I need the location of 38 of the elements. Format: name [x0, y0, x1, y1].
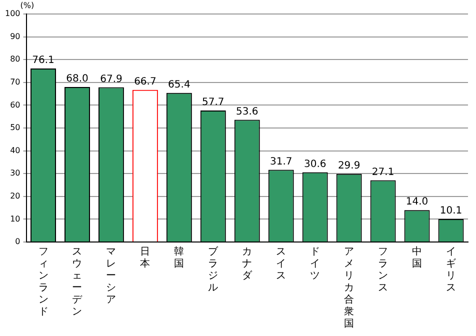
data-label: 66.7 [134, 76, 156, 88]
x-tick-label: イギリス [446, 246, 456, 294]
data-label: 27.1 [372, 166, 394, 178]
y-tick-label: 60 [10, 100, 20, 110]
y-tick-label: 70 [10, 77, 20, 86]
data-label: 10.1 [440, 206, 462, 217]
y-tick-label: 80 [10, 54, 20, 64]
y-tick-label: 30 [10, 168, 20, 178]
data-label: 29.9 [338, 160, 360, 172]
data-label: 57.7 [202, 97, 224, 108]
data-label: 76.1 [32, 55, 54, 66]
x-tick-label: 韓国 [174, 246, 184, 270]
data-label: 53.6 [236, 106, 258, 118]
x-tick-label: スイス [276, 246, 286, 282]
x-tick-label: スウェーデン [72, 246, 84, 318]
x-tick-label: ドイツ [310, 246, 320, 282]
y-tick-label: 100 [4, 9, 20, 18]
data-label: 30.6 [304, 158, 326, 170]
y-axis-title: (%) [20, 1, 34, 10]
x-tick-label: マレーシア [106, 246, 116, 306]
x-tick-label: 中国 [412, 246, 422, 270]
data-label: 68.0 [66, 74, 88, 85]
x-tick-label: アメリカ合衆国 [344, 246, 354, 330]
x-tick-label: フランス [378, 246, 388, 294]
y-tick-label: 50 [10, 123, 20, 132]
data-label: 14.0 [406, 196, 428, 208]
y-tick-label: 40 [10, 146, 20, 155]
y-tick-label: 0 [15, 237, 20, 246]
y-tick-label: 10 [10, 214, 20, 224]
x-tick-label: フィンランド [38, 246, 48, 318]
x-tick-label: ブラジル [208, 246, 220, 294]
data-label: 67.9 [100, 74, 122, 85]
x-tick-label: 日本 [140, 246, 150, 270]
data-label: 31.7 [270, 156, 292, 168]
y-tick-label: 20 [10, 191, 20, 200]
data-label: 65.4 [168, 79, 190, 90]
x-tick-label: カナダ [242, 246, 254, 282]
y-tick-label: 90 [10, 32, 20, 41]
